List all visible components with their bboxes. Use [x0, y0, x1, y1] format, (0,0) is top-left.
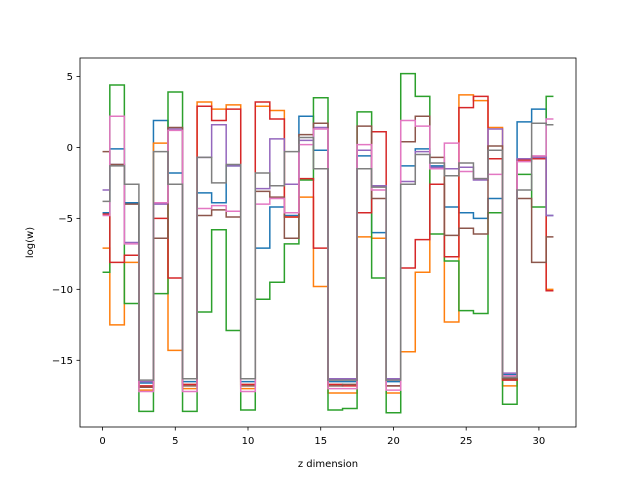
y-tick-label: 0 — [67, 143, 73, 154]
y-tick-label: −15 — [52, 356, 73, 367]
x-axis-label: z dimension — [298, 459, 358, 470]
x-tick-label: 25 — [460, 436, 473, 447]
x-tick-label: 30 — [533, 436, 546, 447]
series-line-8 — [102, 122, 554, 381]
x-tick-label: 5 — [172, 436, 178, 447]
y-tick-label: −5 — [58, 214, 73, 225]
x-tick-label: 15 — [314, 436, 327, 447]
y-axis: 5 0 −5 −10 −15 — [52, 72, 80, 367]
x-tick-label: 20 — [387, 436, 400, 447]
y-tick-label: −10 — [52, 285, 73, 296]
x-tick-label: 10 — [242, 436, 255, 447]
y-axis-label: log(w) — [25, 227, 36, 258]
x-tick-label: 0 — [99, 436, 105, 447]
x-axis: 0 5 10 15 20 25 30 — [99, 427, 545, 447]
series-layer — [102, 72, 554, 414]
plot-frame — [79, 57, 577, 428]
y-tick-label: 5 — [67, 72, 73, 83]
